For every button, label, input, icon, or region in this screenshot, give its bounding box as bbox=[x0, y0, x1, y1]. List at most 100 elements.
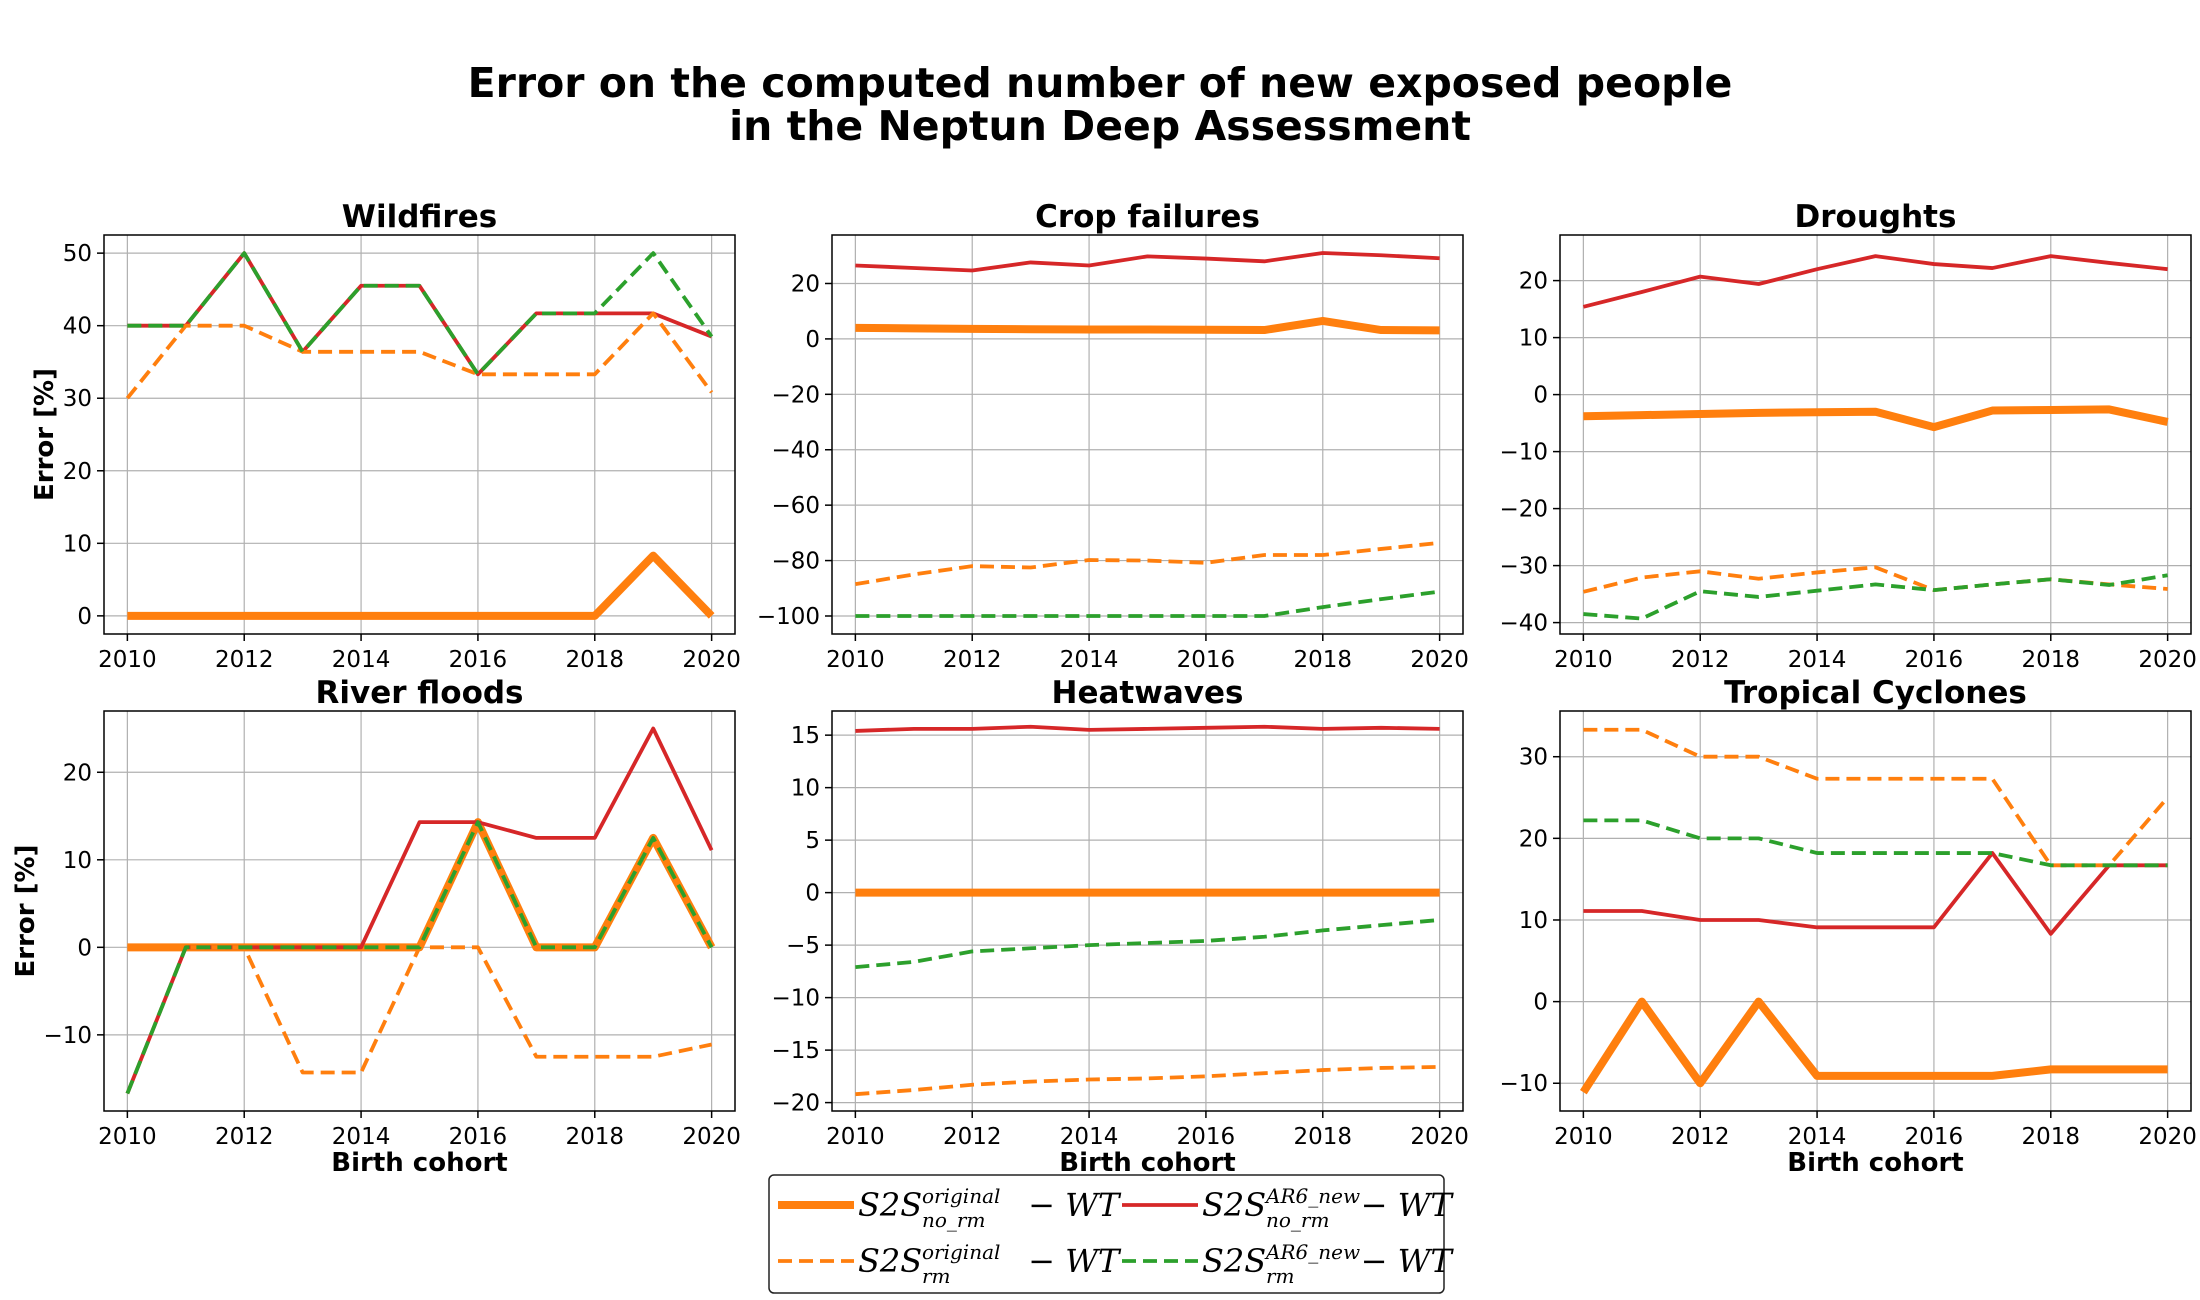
x-tick-label: 2014 bbox=[332, 647, 391, 673]
x-tick-label: 2016 bbox=[1905, 1124, 1964, 1150]
series-line-ar6_rm bbox=[125, 820, 714, 1095]
x-axis-label: Birth cohort bbox=[331, 1148, 507, 1178]
x-axis-label: Birth cohort bbox=[1059, 1148, 1235, 1178]
x-tick-label: 2014 bbox=[1788, 1124, 1847, 1150]
series-line-ar6_norm bbox=[1583, 851, 2168, 936]
y-tick-label: 0 bbox=[77, 935, 92, 961]
x-tick-label: 2010 bbox=[1554, 647, 1613, 673]
legend-box bbox=[768, 1174, 1445, 1294]
panel-title: Crop failures bbox=[1035, 199, 1260, 235]
x-tick-label: 2010 bbox=[98, 1124, 157, 1150]
x-tick-label: 2010 bbox=[1554, 1124, 1613, 1150]
panel-river-floods: 2010 2012 2014 2016 2018 2020 −10 0 10 20 River fl… bbox=[11, 675, 741, 1178]
series-line-orig_rm bbox=[855, 1065, 1440, 1097]
y-tick-label: 30 bbox=[1519, 745, 1548, 771]
y-tick-label: −20 bbox=[771, 1091, 820, 1117]
y-tick-label: 5 bbox=[805, 828, 820, 854]
axes-frame bbox=[1559, 710, 2192, 1112]
series-line-ar6_norm bbox=[855, 724, 1440, 733]
y-tick-label: 0 bbox=[805, 881, 820, 907]
x-tick-label: 2016 bbox=[1177, 647, 1236, 673]
x-tick-label: 2014 bbox=[1060, 1124, 1119, 1150]
x-tick-label: 2020 bbox=[682, 647, 741, 673]
axes-frame bbox=[1559, 234, 2192, 635]
x-tick-label: 2020 bbox=[2138, 1124, 2197, 1150]
x-tick-label: 2018 bbox=[566, 647, 625, 673]
x-tick-label: 2012 bbox=[943, 1124, 1002, 1150]
legend-label-orig_norm: S2Soriginal no_rm − WT bbox=[858, 1184, 1122, 1232]
series-line-ar6_norm bbox=[1582, 254, 2168, 309]
y-tick-label: −30 bbox=[1499, 554, 1548, 580]
y-tick-label: 40 bbox=[63, 314, 92, 340]
series-line-orig_norm bbox=[127, 551, 715, 620]
series-line-ar6_rm bbox=[127, 251, 714, 377]
y-tick-label: −10 bbox=[771, 986, 820, 1012]
x-tick-label: 2012 bbox=[215, 647, 274, 673]
y-tick-label: −40 bbox=[1499, 611, 1548, 637]
y-tick-label: 20 bbox=[1519, 826, 1548, 852]
x-tick-label: 2010 bbox=[826, 1124, 885, 1150]
y-tick-label: −80 bbox=[771, 549, 820, 575]
x-tick-label: 2016 bbox=[1177, 1124, 1236, 1150]
y-tick-label: −10 bbox=[43, 1023, 92, 1049]
figure-title-line1: Error on the computed number of new expo… bbox=[468, 59, 1733, 107]
y-tick-label: 20 bbox=[63, 459, 92, 485]
y-tick-label: 0 bbox=[77, 604, 92, 630]
series-line-ar6_rm bbox=[1583, 818, 2168, 868]
chart-panels: 2010 2012 2014 2016 2018 202001020304050Wildf… bbox=[11, 199, 2197, 1178]
y-tick-label: 0 bbox=[1533, 383, 1548, 409]
y-tick-label: −5 bbox=[786, 933, 820, 959]
x-tick-label: 2020 bbox=[2138, 647, 2197, 673]
y-tick-label: 10 bbox=[1519, 908, 1548, 934]
series-line-orig_norm bbox=[1583, 405, 2169, 432]
series-line-ar6_rm bbox=[855, 918, 1440, 970]
series-line-orig_norm bbox=[1580, 997, 2168, 1095]
y-axis-label: Error [%] bbox=[30, 368, 60, 501]
panel-title: River floods bbox=[315, 675, 523, 711]
x-tick-label: 2016 bbox=[1905, 647, 1964, 673]
y-tick-label: −15 bbox=[771, 1038, 820, 1064]
x-tick-label: 2020 bbox=[1410, 647, 1469, 673]
y-tick-label: −100 bbox=[757, 604, 820, 630]
x-tick-label: 2012 bbox=[943, 647, 1002, 673]
y-tick-label: 0 bbox=[1533, 990, 1548, 1016]
x-tick-label: 2020 bbox=[682, 1124, 741, 1150]
y-tick-label: −20 bbox=[771, 382, 820, 408]
y-tick-label: 10 bbox=[63, 848, 92, 874]
figure-title-line2: in the Neptun Deep Assessment bbox=[729, 102, 1471, 150]
x-tick-label: 2010 bbox=[826, 647, 885, 673]
series-line-orig_rm bbox=[125, 311, 714, 400]
y-tick-label: −40 bbox=[771, 438, 820, 464]
y-tick-label: 20 bbox=[791, 271, 820, 297]
series-line-orig_rm bbox=[855, 540, 1440, 587]
y-tick-label: −10 bbox=[1499, 440, 1548, 466]
y-axis-label: Error [%] bbox=[11, 845, 41, 978]
y-tick-label: 10 bbox=[1519, 326, 1548, 352]
legend: S2Soriginal no_rm − WT S2SAR6_new no_rm − W… bbox=[768, 1174, 1455, 1294]
x-tick-label: 2018 bbox=[2022, 647, 2081, 673]
legend-label-ar6_norm: S2SAR6_new no_rm − WT bbox=[1202, 1184, 1455, 1232]
x-tick-label: 2010 bbox=[98, 647, 157, 673]
panel-title: Tropical Cyclones bbox=[1724, 675, 2027, 711]
x-tick-label: 2012 bbox=[1671, 647, 1730, 673]
x-tick-label: 2014 bbox=[1788, 647, 1847, 673]
y-tick-label: 0 bbox=[805, 327, 820, 353]
x-tick-label: 2014 bbox=[1060, 647, 1119, 673]
series-line-orig_rm bbox=[1583, 727, 2170, 868]
x-tick-label: 2018 bbox=[1294, 1124, 1353, 1150]
panel-droughts: 2010 2012 2014 2016 2018 2020 −40 −30 −20 −10 0 10 2… bbox=[1499, 199, 2196, 673]
legend-label-orig_rm: S2Soriginal rm − WT bbox=[858, 1240, 1122, 1288]
y-tick-label: 15 bbox=[791, 723, 820, 749]
axes-frame bbox=[831, 710, 1464, 1112]
legend-label-ar6_rm: S2SAR6_new rm − WT bbox=[1202, 1240, 1455, 1288]
panel-title: Heatwaves bbox=[1052, 675, 1244, 711]
series-line-ar6_rm bbox=[1583, 573, 2168, 621]
panel-crop-failures: 2010 2012 2014 2016 2018 2020 −100 −80 −60 −40 −20… bbox=[757, 199, 1469, 673]
y-tick-label: 20 bbox=[1519, 269, 1548, 295]
panel-title: Droughts bbox=[1795, 199, 1957, 235]
axes-frame bbox=[103, 234, 736, 635]
panel-wildfires: 2010 2012 2014 2016 2018 2020 0 10 20 30 40 50 Wildf… bbox=[30, 199, 741, 673]
panel-title: Wildfires bbox=[342, 199, 497, 235]
x-tick-label: 2018 bbox=[2022, 1124, 2081, 1150]
y-tick-label: 50 bbox=[63, 241, 92, 267]
